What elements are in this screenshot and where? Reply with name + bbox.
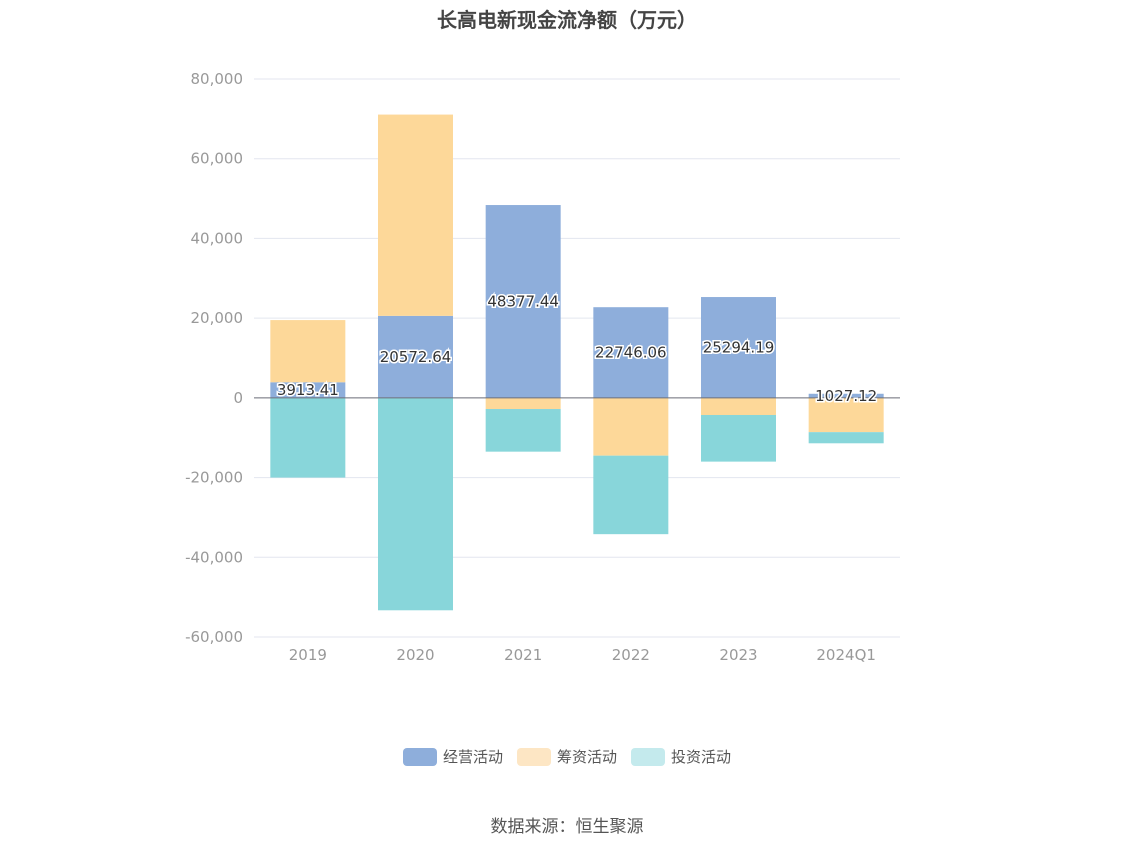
data-label: 48377.44 [487,292,559,310]
data-label: 3913.41 [277,381,339,399]
legend-swatch-operating [402,747,437,766]
bar-segment[interactable] [485,397,561,410]
legend-swatch-investing [631,747,665,766]
bar-segment[interactable] [270,320,346,383]
legend-item-financing[interactable]: 筹资活动 [516,746,617,767]
legend-label-operating: 经营活动 [442,748,503,766]
data-label: 22746.06 [595,344,667,362]
bar-segment[interactable] [701,414,776,462]
bar-segment[interactable] [485,409,561,452]
source-note: 数据来源：恒生聚源 [490,817,644,837]
chart-title: 长高电新现金流净额（万元） [437,8,697,32]
chart-plot: 80,000 60,000 40,000 20,000 0 -20,000 -40,000 -… [185,70,900,664]
legend-item-operating[interactable]: 经营活动 [402,746,503,767]
x-tick-label: 2023 [719,646,757,664]
legend-swatch-financing [516,747,551,766]
bar-segment[interactable] [701,397,776,415]
x-tick-label: 2020 [396,646,434,664]
y-tick-label: 40,000 [191,229,244,247]
grid-lines [254,78,900,638]
data-label: 20572.64 [380,348,452,366]
y-tick-label: -40,000 [185,548,243,566]
bar-segment[interactable] [701,297,776,398]
bar-segment[interactable] [808,397,884,433]
legend-item-investing[interactable]: 投资活动 [631,746,731,767]
y-axis-ticks: 80,000 60,000 40,000 20,000 0 -20,000 -40,000 -… [185,70,243,646]
y-tick-label: 0 [233,389,243,407]
data-label: 1027.12 [815,387,877,405]
bar-segment[interactable] [808,432,884,444]
bar-segment[interactable] [593,307,669,398]
y-tick-label: -60,000 [185,628,243,646]
x-tick-label: 2024Q1 [816,646,876,664]
data-label: 25294.19 [703,338,775,356]
y-tick-label: 80,000 [191,70,244,88]
legend: 经营活动 筹资活动 投资活动 [0,746,1134,767]
data-labels: 3913.41 20572.64 48377.44 22746.06 25294.19 1… [275,291,878,406]
x-axis-ticks: 2019 2020 2021 2022 2023 2024Q1 [289,646,876,664]
y-tick-label: 60,000 [191,150,244,168]
bar-segment[interactable] [378,315,453,398]
x-tick-label: 2022 [612,646,650,664]
bar-segment[interactable] [593,455,669,535]
bars [270,114,884,611]
legend-label-financing: 筹资活动 [556,748,617,766]
bar-segment[interactable] [593,397,669,456]
bar-segment[interactable] [808,393,884,398]
bar-segment[interactable] [270,382,346,398]
bar-segment[interactable] [378,114,453,316]
y-tick-label: 20,000 [191,309,244,327]
legend-label-investing: 投资活动 [671,748,732,766]
y-tick-label: -20,000 [185,469,243,487]
x-tick-label: 2021 [504,646,542,664]
bar-segment[interactable] [378,397,453,611]
bar-segment[interactable] [485,205,561,398]
x-tick-label: 2019 [289,646,327,664]
bar-segment[interactable] [270,397,346,478]
